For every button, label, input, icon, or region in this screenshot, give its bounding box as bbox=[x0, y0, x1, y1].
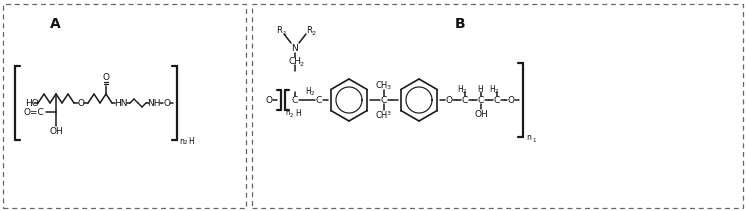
Text: C: C bbox=[462, 96, 468, 104]
Text: O: O bbox=[102, 73, 109, 81]
Text: NH: NH bbox=[147, 99, 161, 107]
Text: 3: 3 bbox=[387, 84, 391, 89]
Text: R: R bbox=[306, 26, 312, 35]
Text: N: N bbox=[292, 43, 298, 53]
Text: 1: 1 bbox=[532, 138, 536, 142]
Text: H: H bbox=[477, 84, 483, 93]
Text: H: H bbox=[457, 84, 463, 93]
Text: 2: 2 bbox=[312, 31, 316, 35]
Text: 2: 2 bbox=[494, 88, 497, 93]
Text: n: n bbox=[526, 134, 531, 142]
Text: 2: 2 bbox=[310, 91, 313, 96]
Text: 2: 2 bbox=[184, 141, 188, 146]
Text: A: A bbox=[49, 17, 61, 31]
Text: 3: 3 bbox=[387, 111, 391, 115]
Text: n: n bbox=[179, 137, 184, 146]
Text: O: O bbox=[78, 99, 85, 107]
Text: H: H bbox=[295, 108, 301, 118]
Text: H: H bbox=[188, 137, 194, 146]
Text: 2: 2 bbox=[300, 61, 304, 66]
Text: O: O bbox=[446, 96, 453, 104]
Text: HO: HO bbox=[25, 99, 39, 107]
Text: HN: HN bbox=[114, 99, 128, 107]
Text: O=C: O=C bbox=[24, 107, 44, 116]
Text: 2: 2 bbox=[462, 88, 466, 93]
Text: O: O bbox=[507, 96, 515, 104]
Text: CH: CH bbox=[376, 111, 388, 119]
Text: O: O bbox=[266, 96, 272, 104]
Text: R: R bbox=[276, 26, 282, 35]
Bar bbox=[3, 4, 246, 208]
Text: H: H bbox=[305, 87, 311, 96]
Text: 1: 1 bbox=[282, 31, 286, 35]
Text: 2: 2 bbox=[290, 112, 293, 118]
Text: C: C bbox=[292, 96, 298, 104]
Text: OH: OH bbox=[49, 127, 63, 137]
Text: CH: CH bbox=[289, 57, 301, 65]
Bar bbox=[252, 4, 743, 208]
Text: C: C bbox=[494, 96, 500, 104]
Text: C: C bbox=[381, 96, 387, 104]
Text: OH: OH bbox=[474, 110, 488, 119]
Text: n: n bbox=[285, 110, 289, 116]
Text: O: O bbox=[164, 99, 171, 107]
Text: C: C bbox=[478, 96, 484, 104]
Text: H: H bbox=[489, 84, 495, 93]
Text: CH: CH bbox=[376, 81, 388, 89]
Text: C: C bbox=[316, 96, 322, 104]
Text: B: B bbox=[455, 17, 465, 31]
